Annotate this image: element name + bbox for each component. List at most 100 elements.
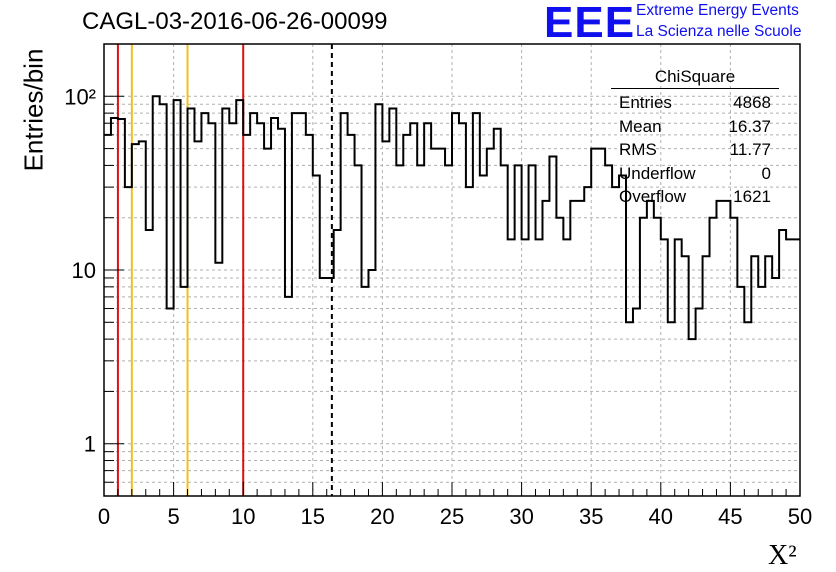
histogram-bin [487,149,494,496]
axis-tick-labels: 0 5 10 15 20 25 30 35 40 45 50 1 10 10² [64,84,812,529]
histogram-bin [786,239,793,496]
eee-logo: EEE [544,0,636,47]
histogram-step-line [104,95,800,341]
histogram-bin [201,113,208,496]
x-axis-label: X² [768,540,797,571]
histogram-bin [445,165,452,496]
histogram-bin [431,149,438,496]
histogram-bin [793,239,800,496]
stats-title: ChiSquare [611,66,779,89]
histogram-bin [563,239,570,496]
histogram-bin [417,165,424,496]
histogram-bin [327,278,334,496]
histogram-bin [501,165,508,496]
histogram-bin [299,113,306,496]
histogram-bin [389,109,396,496]
x-tick-label: 10 [231,504,255,529]
histogram-bin [188,109,195,496]
stats-key: RMS [619,140,657,160]
histogram-bin [591,149,598,496]
histogram-bin [139,141,146,496]
histogram-bin [222,109,229,496]
stats-row: Entries 4868 [611,91,779,115]
histogram-bin [167,309,174,496]
histogram-bin [306,135,313,496]
histogram-bin [744,322,751,496]
histogram-bin [132,144,139,496]
histogram-bin [703,256,710,496]
histogram-bin [682,256,689,496]
histogram-bin [598,149,605,496]
stats-row: Mean 16.37 [611,115,779,139]
histogram-bin [243,135,250,496]
histogram-bin [737,287,744,496]
histogram-bin [375,104,382,496]
histogram-bin [626,322,633,496]
x-tick-label: 5 [167,504,179,529]
histogram-bin [751,256,758,496]
histogram-bin [710,218,717,496]
y-tick-label: 10² [64,84,96,109]
histogram-bin [257,123,264,496]
stats-value: 0 [761,163,771,183]
histogram-bin [215,263,222,496]
histogram-bin [424,123,431,496]
histogram-bin [362,287,369,496]
histogram-bin [758,287,765,496]
histogram-bin [549,157,556,496]
stats-value: 1621 [733,187,771,207]
histogram-bin [410,123,417,496]
stats-key: Overflow [619,187,687,207]
histogram-bin [181,287,188,496]
x-tick-label: 40 [649,504,673,529]
y-tick-label: 10 [72,258,96,283]
histogram-bin [292,113,299,496]
stats-row: RMS 11.77 [611,138,779,162]
histogram-bin [542,201,549,496]
histogram-bin [264,149,271,496]
run-title: CAGL-03-2016-06-26-00099 [82,8,388,35]
histogram-bin [696,309,703,496]
histogram-bin [633,309,640,496]
stats-value: 16.37 [728,116,771,136]
histogram-bin [675,239,682,496]
stats-row: Underflow 0 [611,162,779,186]
histogram-bin [355,165,362,496]
histogram-bin [668,322,675,496]
histogram-bin [689,339,696,496]
x-tick-label: 45 [718,504,742,529]
y-axis-label: Entries/bin [18,48,49,172]
histogram-bin [661,239,668,496]
histogram-bin [368,270,375,496]
histogram-bin [285,297,292,496]
histogram-bin [118,119,125,496]
histogram-bin [146,230,153,496]
x-tick-label: 35 [579,504,603,529]
histogram-bin [605,165,612,496]
x-tick-label: 30 [509,504,533,529]
histogram-bin [111,118,118,496]
histogram-bins [104,95,800,496]
stats-value: 11.77 [729,140,771,160]
stats-key: Underflow [619,163,696,183]
histogram-bin [647,201,654,496]
histogram-bin [341,113,348,496]
histogram-bin [556,218,563,496]
axis-ticks [103,43,801,497]
y-tick-label: 1 [84,432,96,457]
histogram-bin [452,113,459,496]
x-tick-label: 25 [440,504,464,529]
histogram-bin [236,100,243,496]
stats-box: ChiSquare Entries 4868 Mean 16.37 RMS 11… [611,66,779,209]
histogram-bin [480,175,487,496]
x-tick-label: 15 [301,504,325,529]
histogram-bin [522,239,529,496]
histogram-bin [271,118,278,496]
histogram-bin [730,218,737,496]
histogram-bin [250,113,257,496]
histogram-bin [640,218,647,496]
logo-line-2: La Scienza nelle Scuole [636,23,802,40]
histogram-bin [612,187,619,496]
histogram-bin [320,278,327,496]
